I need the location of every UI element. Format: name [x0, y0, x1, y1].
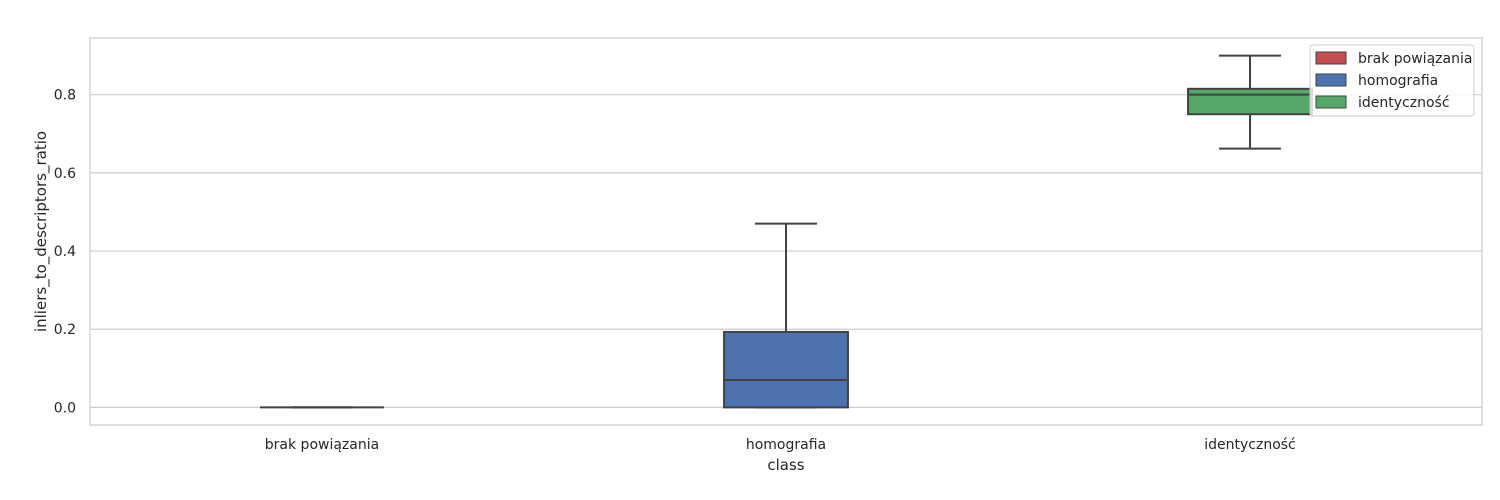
box-iqr [1187, 87, 1313, 116]
tick-labels: 0.0 0.2 0.4 0.6 0.8 brak powiązania homografia… [54, 88, 1296, 453]
y-tick-label: 0.0 [54, 400, 76, 416]
plot-frame [89, 37, 1483, 426]
box-layer [260, 54, 1313, 409]
legend-box [1309, 44, 1475, 117]
y-tick-label: 0.6 [54, 166, 76, 182]
x-tick-label: identyczność [1204, 437, 1296, 453]
legend-label: brak powiązania [1358, 51, 1472, 67]
x-axis-label: class [767, 456, 804, 474]
legend-swatch [1315, 73, 1347, 87]
box-iqr [723, 330, 849, 409]
box-2 [1187, 54, 1313, 150]
legend-swatch [1315, 95, 1347, 109]
y-axis-label: inliers_to_descriptors_ratio [32, 131, 51, 332]
legend-label: identyczność [1358, 95, 1450, 111]
legend: brak powiązania homografia identyczność [1309, 44, 1475, 117]
legend-label: homografia [1358, 73, 1438, 89]
x-tick-label: homografia [746, 437, 826, 453]
legend-swatch [1315, 51, 1347, 65]
y-tick-label: 0.8 [54, 88, 76, 104]
y-tick-label: 0.2 [54, 322, 76, 338]
x-tick-label: brak powiązania [265, 437, 379, 453]
box-1 [723, 222, 849, 409]
y-tick-label: 0.4 [54, 244, 76, 260]
